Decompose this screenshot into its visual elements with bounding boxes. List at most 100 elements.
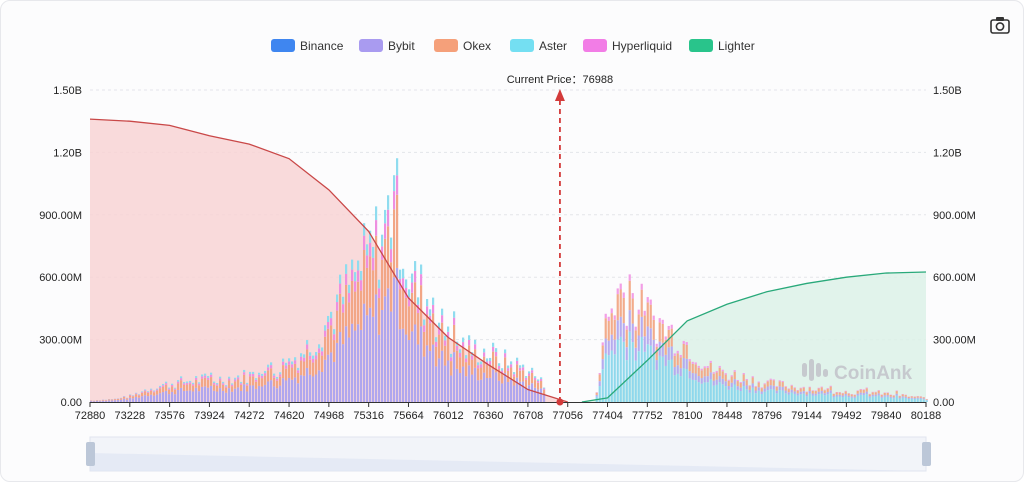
bar-segment [153, 391, 155, 392]
legend-item-bybit[interactable]: Bybit [359, 39, 415, 53]
bar [818, 388, 820, 402]
bar-segment [803, 387, 805, 388]
bar-segment [537, 379, 539, 381]
bar-segment [222, 385, 224, 391]
bar [728, 380, 730, 402]
bar-segment [722, 370, 724, 372]
bar-segment [396, 195, 398, 268]
bar [129, 394, 131, 402]
slider-right-handle[interactable] [922, 442, 931, 466]
bar-segment [677, 351, 679, 354]
bar-segment [614, 340, 616, 355]
bar-segment [324, 325, 326, 330]
bar [743, 373, 745, 402]
bar [890, 395, 892, 402]
bar-segment [258, 375, 260, 377]
bar-segment [222, 383, 224, 385]
bar-segment [656, 360, 658, 370]
legend-item-aster[interactable]: Aster [510, 39, 567, 53]
bar-segment [96, 401, 98, 402]
bar-segment [156, 389, 158, 390]
bar-segment [737, 390, 739, 402]
bar [147, 391, 149, 402]
bar-segment [863, 390, 865, 393]
bar-segment [878, 395, 880, 402]
bar-segment [276, 379, 278, 381]
bar [249, 372, 251, 402]
legend-item-hyperliquid[interactable]: Hyperliquid [583, 39, 672, 53]
bar-segment [291, 368, 293, 380]
bar-segment [749, 386, 751, 390]
bar-segment [647, 326, 649, 344]
bar-segment [854, 398, 856, 402]
bar-segment [797, 395, 799, 402]
legend-swatch [510, 39, 534, 52]
bar-segment [713, 386, 715, 402]
bar-segment [345, 285, 347, 326]
legend-item-okex[interactable]: Okex [434, 39, 491, 53]
legend-swatch [359, 39, 383, 52]
bar-segment [519, 365, 521, 368]
bar-segment [809, 394, 811, 402]
bar-segment [360, 330, 362, 402]
bar-segment [504, 353, 506, 357]
legend-item-binance[interactable]: Binance [271, 39, 344, 53]
legend-item-lighter[interactable]: Lighter [689, 39, 755, 53]
bar-segment [896, 391, 898, 394]
bar [489, 358, 491, 402]
bar-segment [710, 361, 712, 363]
camera-icon[interactable] [991, 17, 1009, 33]
bar-segment [905, 397, 907, 398]
bar-segment [390, 312, 392, 402]
bar-segment [291, 364, 293, 367]
bar [812, 390, 814, 402]
bar-segment [363, 250, 365, 304]
current-price-marker: Current Price：76988 [507, 74, 613, 406]
bar-segment [276, 381, 278, 389]
bar [144, 389, 146, 402]
bar [93, 401, 95, 402]
bar-segment [827, 394, 829, 402]
bar [698, 366, 700, 402]
bar [602, 342, 604, 402]
bar-segment [129, 394, 131, 395]
bar-segment [818, 392, 820, 394]
bar [420, 265, 422, 402]
bar [324, 325, 326, 402]
bar-segment [821, 387, 823, 388]
bar-segment [498, 366, 500, 369]
bar-segment [426, 314, 428, 345]
bar-segment [150, 390, 152, 391]
bar [108, 399, 110, 402]
bar-segment [788, 395, 790, 402]
bar-segment [638, 351, 640, 402]
bar-segment [638, 310, 640, 315]
bar-segment [321, 372, 323, 402]
bar-segment [144, 389, 146, 390]
bar [306, 340, 308, 402]
bar-segment [722, 371, 724, 378]
bar-segment [875, 395, 877, 397]
bar [135, 393, 137, 402]
bar-segment [623, 323, 625, 342]
slider-left-handle[interactable] [86, 442, 95, 466]
bar-segment [513, 386, 515, 402]
bar-segment [201, 375, 203, 377]
range-slider[interactable] [86, 437, 931, 471]
bar-segment [312, 359, 314, 363]
bar-segment [231, 385, 233, 386]
bar-segment [324, 331, 326, 337]
bar-segment [303, 358, 305, 362]
bar-segment [689, 361, 691, 371]
bar-segment [620, 317, 622, 337]
bar-segment [195, 388, 197, 402]
bar-segment [264, 373, 266, 375]
bar-segment [162, 387, 164, 392]
bar-segment [249, 374, 251, 376]
bar-segment [779, 386, 781, 390]
bar-segment [710, 379, 712, 402]
bar [725, 373, 727, 402]
bar-segment [204, 378, 206, 387]
bar-segment [767, 382, 769, 387]
bar-segment [758, 387, 760, 390]
